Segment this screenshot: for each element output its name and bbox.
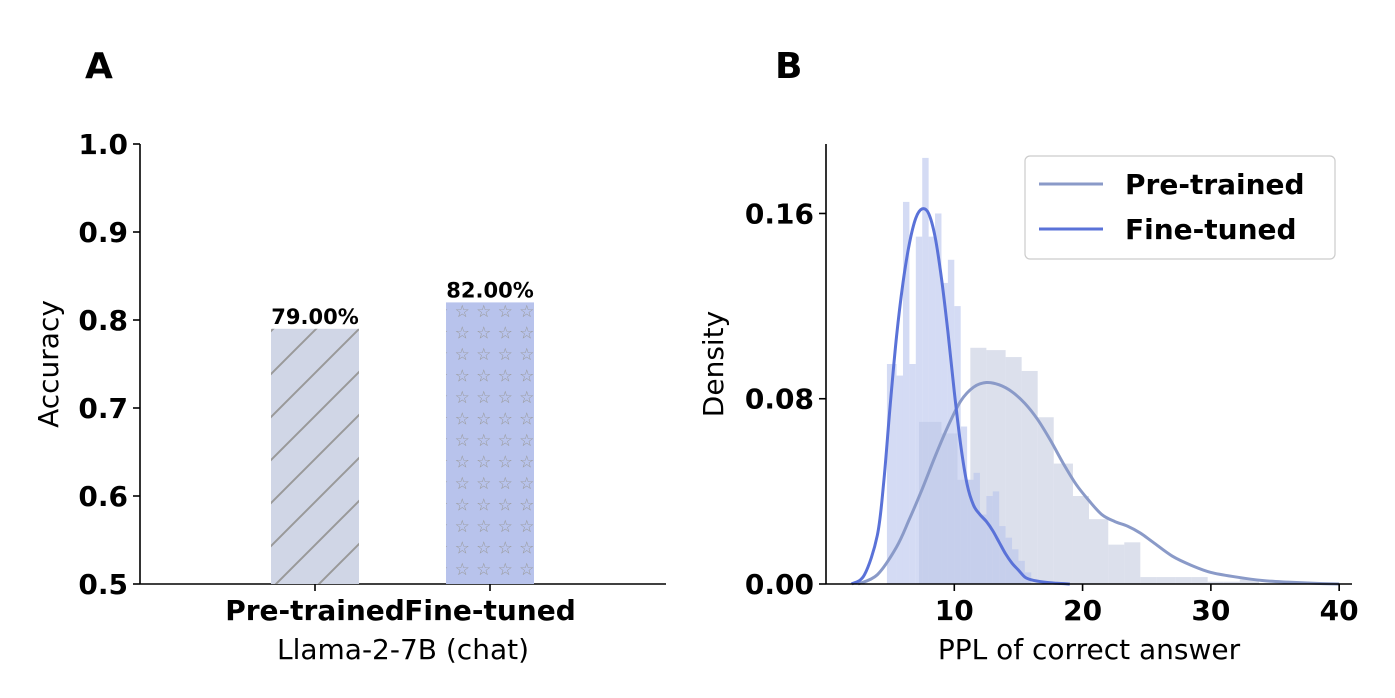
b-hist-bar-pre-trained — [1108, 544, 1125, 584]
b-hist-bar-fine-tuned — [967, 479, 974, 584]
b-hist-bar-fine-tuned — [909, 364, 916, 584]
b-kde-lines — [850, 207, 1340, 586]
a-bar-value-label: 82.00% — [446, 278, 533, 302]
b-ticks: 0.00 0.08 0.16 10 20 30 40 — [745, 197, 1359, 627]
b-y-tick-label: 0.16 — [745, 197, 814, 230]
b-hist-bar-pre-trained — [1053, 463, 1073, 584]
b-x-tick-label: 40 — [1320, 594, 1359, 627]
legend-label-pretrained: Pre-trained — [1125, 168, 1305, 201]
b-x-tick-label: 20 — [1063, 594, 1102, 627]
b-hist-bar-fine-tuned — [922, 157, 929, 585]
a-y-axis-label: Accuracy — [32, 300, 65, 428]
b-hist-bar-fine-tuned — [973, 472, 980, 584]
a-y-tick-label: 1.0 — [78, 128, 128, 161]
b-hist-bar-pre-trained — [1037, 417, 1054, 584]
a-x-tick-label: Fine-tuned — [404, 594, 576, 627]
b-hist-bar-fine-tuned — [986, 496, 993, 584]
a-bar-hatch — [446, 302, 534, 584]
a-y-tick-label: 0.7 — [78, 392, 128, 425]
a-y-tick-label: 0.8 — [78, 304, 128, 337]
b-hist-bar-fine-tuned — [960, 426, 968, 584]
panel-a-letter: A — [85, 46, 113, 87]
b-y-axis-label: Density — [697, 311, 730, 417]
b-hist-bar-pre-trained — [1239, 579, 1259, 584]
a-bar-value-label: 79.00% — [271, 305, 358, 329]
legend: Pre-trained Fine-tuned — [1024, 155, 1336, 260]
b-hist-bar-pre-trained — [1191, 577, 1208, 584]
b-hist-bar-fine-tuned — [954, 306, 961, 584]
b-hist-bar-pre-trained — [1089, 519, 1109, 584]
b-hist-bar-pre-trained — [1124, 542, 1141, 584]
accuracy-bar-chart: 0.5 0.6 0.7 0.8 0.9 1.0 79.00% Pre-trained 82.0… — [32, 128, 666, 666]
panel-b-letter: B — [775, 46, 802, 87]
a-y-tick-label: 0.6 — [78, 480, 128, 513]
b-histograms — [886, 157, 1259, 585]
a-y-tick-label: 0.9 — [78, 216, 128, 249]
a-x-axis-label: Llama-2-7B (chat) — [277, 633, 529, 666]
b-y-tick-label: 0.00 — [745, 568, 814, 601]
legend-label-finetuned: Fine-tuned — [1125, 213, 1297, 246]
b-hist-bar-pre-trained — [1175, 577, 1192, 584]
a-x-tick-label: Pre-trained — [225, 594, 405, 627]
b-hist-bar-pre-trained — [1223, 581, 1240, 584]
a-y-tick-label: 0.5 — [78, 568, 128, 601]
b-hist-bar-pre-trained — [1021, 370, 1038, 584]
b-hist-bar-pre-trained — [1140, 577, 1157, 584]
a-y-ticks: 0.5 0.6 0.7 0.8 0.9 1.0 — [78, 128, 140, 601]
b-hist-bar-pre-trained — [1207, 581, 1224, 584]
legend-box — [1024, 155, 1336, 260]
b-kde-line-pre-trained — [857, 380, 1340, 586]
b-hist-bar-pre-trained — [1072, 496, 1089, 584]
a-bars: 79.00% Pre-trained 82.00% Fine-tuned — [225, 278, 576, 627]
a-bar-hatch — [271, 328, 359, 584]
b-hist-bar-fine-tuned — [902, 201, 910, 585]
b-x-tick-label: 30 — [1191, 594, 1230, 627]
b-hist-bar-fine-tuned — [999, 526, 1006, 584]
b-hist-bar-pre-trained — [1005, 357, 1022, 584]
b-hist-bar-fine-tuned — [979, 514, 987, 584]
b-hist-bar-fine-tuned — [896, 375, 903, 584]
b-hist-bar-pre-trained — [1156, 577, 1176, 584]
b-kde-line-fine-tuned — [850, 207, 1070, 586]
b-y-tick-label: 0.08 — [745, 383, 814, 416]
b-hist-bar-fine-tuned — [886, 364, 897, 584]
ppl-density-chart: 0.00 0.08 0.16 10 20 30 40 Density PPL of corr… — [697, 144, 1359, 666]
b-hist-bar-fine-tuned — [915, 236, 923, 584]
b-hist-bar-fine-tuned — [928, 236, 936, 584]
b-x-axis-label: PPL of correct answer — [938, 633, 1241, 666]
b-hist-bar-fine-tuned — [935, 213, 942, 584]
b-x-tick-label: 10 — [935, 594, 974, 627]
